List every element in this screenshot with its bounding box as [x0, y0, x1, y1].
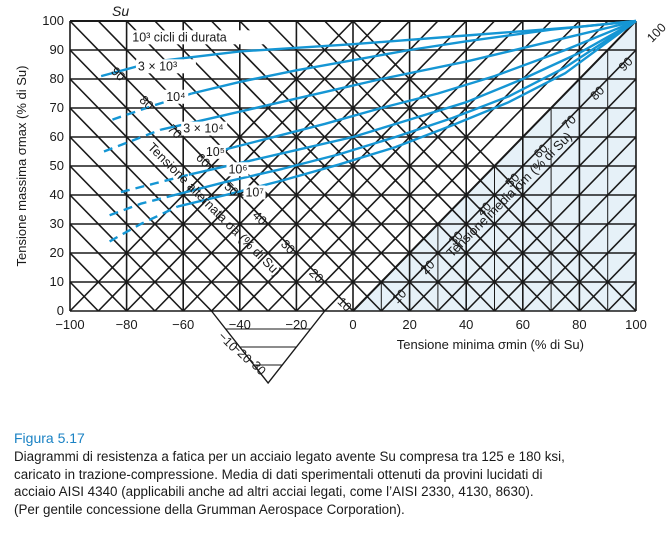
curve-extension: [103, 128, 161, 153]
curve-label: 10⁴: [166, 90, 185, 104]
mean-axis-line: [352, 20, 637, 312]
x-tick-label: −60: [172, 317, 194, 332]
su-label: Su: [112, 3, 129, 19]
x-tick-label: −40: [229, 317, 251, 332]
x-tick-label: 100: [625, 317, 647, 332]
grid-diagonal: [295, 20, 580, 312]
x-tick-label: −100: [55, 317, 84, 332]
x-axis-title: Tensione minima σmin (% di Su): [397, 337, 584, 352]
curve-label: 10⁵: [206, 145, 225, 159]
x-tick-label: 80: [572, 317, 586, 332]
curve-label: 10⁶: [228, 162, 247, 176]
grid-diagonal: [69, 165, 213, 312]
grid-diagonal: [239, 20, 524, 312]
y-tick-label: 10: [50, 274, 64, 289]
curve-label: 3 × 10³: [138, 59, 177, 73]
curve-label-bg: [203, 144, 226, 159]
y-tick-label: 0: [57, 303, 64, 318]
y-tick-label: 40: [50, 187, 64, 202]
y-tick-label: 20: [50, 245, 64, 260]
curve-extension: [109, 205, 179, 243]
curve-label-bg: [181, 121, 228, 136]
grid-diagonal: [380, 49, 637, 312]
grid-diagonal: [437, 107, 637, 312]
grid-diagonal: [493, 165, 637, 312]
grid-diagonal: [267, 20, 552, 312]
x-tick-label: −80: [116, 317, 138, 332]
curve-label-bg: [226, 162, 249, 177]
curve-label-bg: [135, 59, 196, 74]
y-tick-label: 70: [50, 100, 64, 115]
grid-diagonal: [182, 20, 467, 312]
x-tick-label: 40: [459, 317, 473, 332]
x-tick-label: −20: [285, 317, 307, 332]
y-tick-label: 50: [50, 158, 64, 173]
curve-extension: [120, 173, 190, 194]
curve-3 × 10⁴: [216, 19, 637, 153]
curve-10⁵: [188, 19, 637, 176]
grid-lines: [69, 20, 637, 385]
x-tick-label: 20: [402, 317, 416, 332]
figure-caption: Figura 5.17 Diagrammi di resistenza a fa…: [14, 430, 664, 518]
curve-label: 10⁷: [245, 185, 264, 199]
y-tick-label: 90: [50, 42, 64, 57]
y-tick-label: 60: [50, 129, 64, 144]
grid-diagonal: [126, 20, 411, 312]
curve-label-bg: [243, 185, 266, 200]
y-tick-label: 80: [50, 71, 64, 86]
grid-diagonal: [550, 223, 637, 312]
curve-10⁶: [174, 19, 637, 197]
x-tick-label: 0: [349, 317, 356, 332]
grid-diagonal: [607, 281, 637, 312]
curve-extension: [109, 193, 176, 217]
figure-number: Figura 5.17: [14, 430, 85, 446]
x-tick-label: 60: [516, 317, 530, 332]
curve-3 × 10³: [191, 19, 637, 95]
y-tick-label: 30: [50, 216, 64, 231]
y-axis-title: Tensione massima σmax (% di Su): [14, 66, 29, 267]
grid-diagonal: [324, 20, 609, 312]
lower-triangle: [210, 310, 326, 385]
grid-diagonal: [69, 49, 326, 312]
caption-text: Diagrammi di resistenza a fatica per un …: [14, 449, 565, 517]
curve-label-bg: [164, 89, 189, 104]
grid-diagonal: [69, 223, 156, 312]
curve-10⁴: [160, 19, 637, 131]
curve-label-bg: [130, 30, 265, 45]
grid-diagonal: [210, 20, 496, 312]
mean-tick-label: 100: [644, 20, 669, 45]
curve-label: 3 × 10⁴: [183, 122, 223, 136]
y-tick-label: 100: [42, 13, 64, 28]
grid-diagonal: [69, 281, 99, 312]
curve-label: 10³ cicli di durata: [132, 30, 227, 44]
